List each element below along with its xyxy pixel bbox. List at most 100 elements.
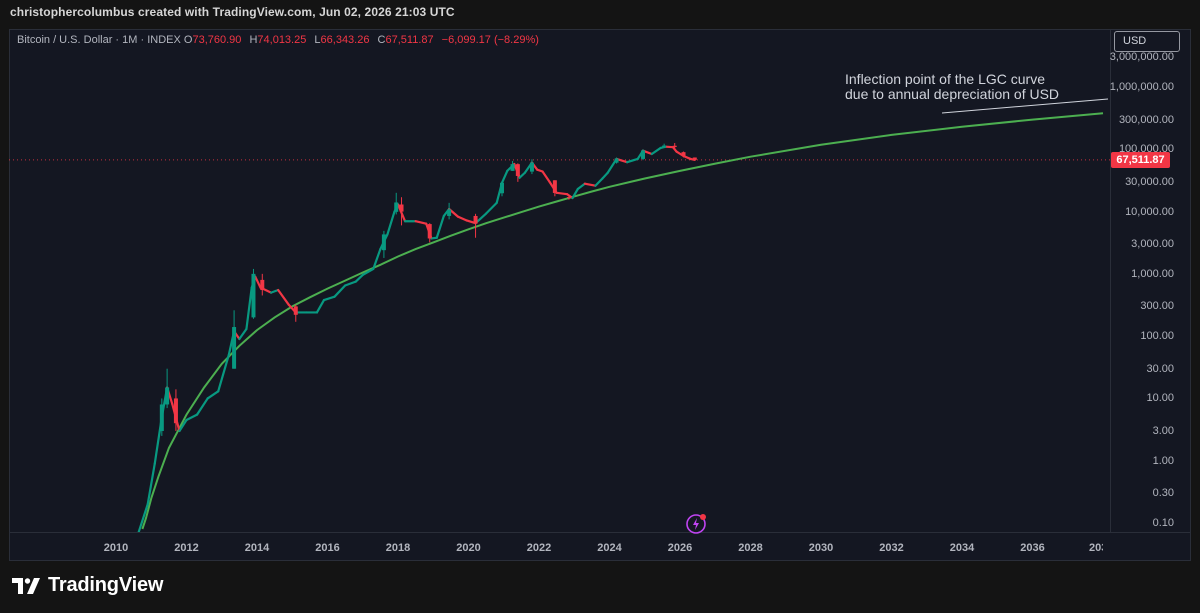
candle-body (159, 404, 164, 431)
price-segment (518, 171, 527, 179)
candle-body (381, 234, 386, 251)
candle-body (427, 224, 432, 239)
price-tick-label: 0.30 (1152, 487, 1174, 500)
price-tick-label: 10.00 (1146, 392, 1174, 405)
candle-body (293, 306, 298, 315)
open-value: 73,760.90 (192, 34, 242, 46)
price-segment (583, 182, 597, 187)
high-label: H (249, 34, 258, 46)
candle-body (614, 158, 619, 163)
candle-body (672, 145, 677, 147)
price-tick-label: 1,000.00 (1131, 267, 1174, 280)
time-tick-label: 2016 (315, 542, 340, 554)
candle-body (515, 164, 520, 176)
price-segment (626, 157, 639, 164)
time-tick-label: 2024 (597, 542, 622, 554)
price-segment (456, 215, 468, 222)
price-segment (178, 418, 188, 433)
lightning-icon[interactable] (685, 511, 709, 535)
candle-body (232, 327, 237, 369)
open-label: O (183, 34, 193, 46)
price-tick-label: 3,000,000.00 (1109, 51, 1174, 64)
candle-body (681, 152, 686, 157)
time-tick-label: 2012 (174, 542, 199, 554)
candle-body (662, 145, 667, 148)
price-tick-label: 30.00 (1146, 362, 1174, 375)
annotation-line-2: due to annual depreciation of USD (845, 86, 1060, 102)
price-tick-label: 30,000.00 (1125, 175, 1174, 188)
price-segment (277, 288, 290, 306)
chart-panel[interactable] (9, 29, 1191, 561)
price-tick-label: 300,000.00 (1118, 113, 1174, 126)
inflection-annotation[interactable]: Inflection point of the LGC curve due to… (845, 72, 1059, 102)
price-segment (254, 275, 262, 289)
price-tick-label: 1.00 (1152, 454, 1174, 467)
price-segment (541, 170, 551, 183)
price-segment (344, 280, 357, 287)
plot-layer (9, 112, 1110, 532)
price-segment (206, 390, 220, 400)
price-segment (372, 247, 382, 271)
candle-body (447, 209, 452, 216)
price-segment (682, 154, 692, 161)
time-tick-label: 2028 (738, 542, 763, 554)
high-value: 74,013.25 (257, 34, 307, 46)
price-tick-label: 3.00 (1152, 424, 1174, 437)
price-tick-label: 100.00 (1140, 330, 1174, 343)
time-tick-label: 2022 (526, 542, 552, 554)
price-segment (333, 284, 347, 298)
annotation-line-1: Inflection point of the LGC curve (845, 71, 1045, 87)
price-tick-label: 1,000,000.00 (1109, 81, 1174, 93)
price-segment (322, 295, 336, 302)
price-segment (270, 288, 280, 294)
lgc-curve-line (141, 112, 1104, 530)
price-segment (315, 298, 326, 314)
candle-body (394, 202, 399, 212)
brand-wordmark: TradingView (48, 574, 164, 596)
close-label: C (377, 34, 386, 46)
price-segment (354, 273, 364, 283)
time-tick-label: 2032 (879, 542, 904, 554)
price-segment (576, 182, 586, 191)
time-axis-separator (9, 532, 1190, 533)
tradingview-logo[interactable]: TradingView (12, 574, 163, 597)
symbol-label: Bitcoin / U.S. Dollar · 1M · INDEX (17, 34, 181, 46)
currency-button[interactable]: USD (1114, 31, 1180, 52)
time-tick-label: 2010 (103, 542, 129, 554)
price-segment (500, 169, 509, 184)
last-price-label: 67,511.87 (1111, 152, 1170, 168)
price-segment (361, 267, 375, 277)
price-segment (650, 146, 662, 156)
close-value: 67,511.87 (385, 34, 434, 46)
price-segment (555, 191, 569, 196)
candle-body (552, 180, 557, 193)
price-segment (238, 327, 248, 341)
price-tick-label: 10,000.00 (1125, 205, 1174, 218)
time-tick-label: 2020 (456, 542, 481, 554)
candle-body (499, 182, 504, 194)
candle-body (165, 387, 170, 405)
price-segment (435, 214, 445, 239)
price-segment (571, 187, 579, 200)
price-segment (485, 201, 498, 215)
annotation-pointer (941, 98, 1109, 114)
price-segment (195, 397, 209, 416)
time-tick-label: 2036 (1020, 542, 1045, 554)
change-value: −6,099.17 (−8.29%) (441, 34, 539, 46)
price-segment (414, 220, 428, 225)
candle-body (566, 197, 571, 199)
time-tick-label: 2038 (1089, 542, 1103, 554)
price-segment (146, 462, 156, 506)
candle-body (692, 157, 697, 160)
price-segment (217, 353, 230, 393)
price-segment (185, 413, 199, 422)
price-axis-separator (1110, 29, 1111, 532)
time-tick-label: 2014 (244, 542, 270, 554)
price-segment (386, 210, 396, 236)
time-tick-label: 2026 (667, 542, 693, 554)
time-tick-label: 2030 (808, 542, 834, 554)
candle-body (251, 273, 256, 318)
candle-body (529, 162, 534, 172)
tradingview-logo-icon (12, 577, 40, 594)
